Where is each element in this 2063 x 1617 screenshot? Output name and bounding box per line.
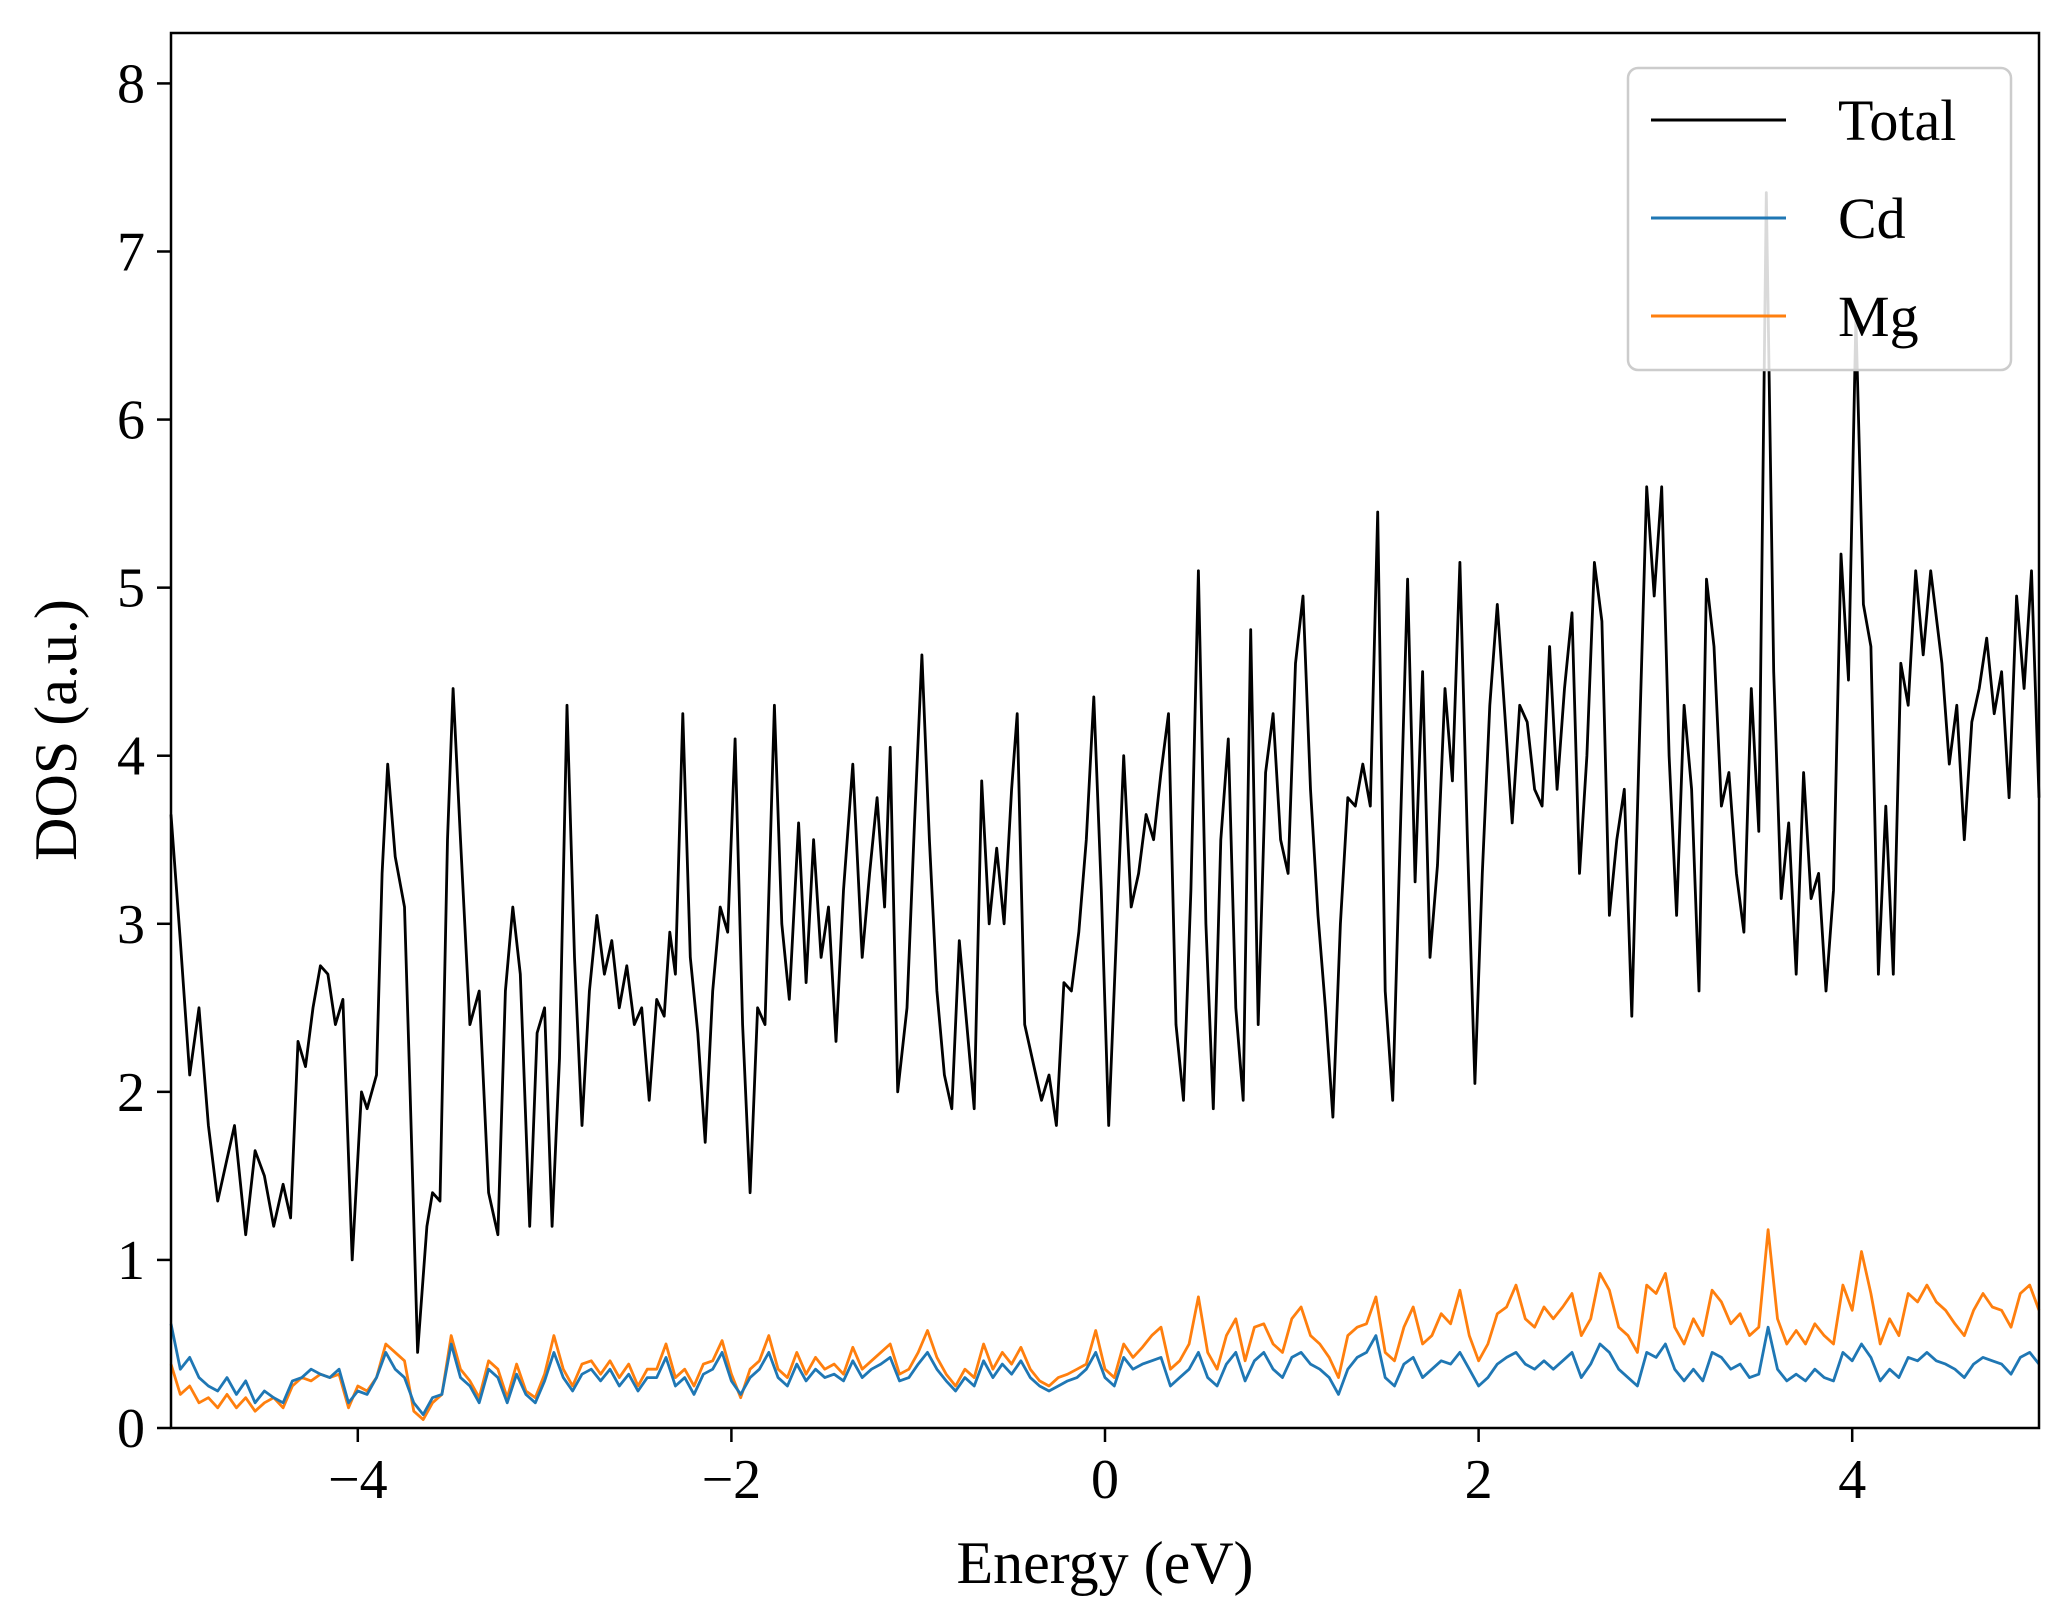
series-line-mg	[169, 1228, 2041, 1421]
y-tick-label: 1	[117, 1230, 145, 1292]
x-tick-label: 2	[1465, 1449, 1493, 1511]
y-tick-label: 7	[117, 221, 145, 283]
series-line-total	[169, 191, 2041, 1354]
legend-label-total: Total	[1838, 88, 1956, 153]
legend: Total Cd Mg	[1626, 66, 2013, 372]
x-tick-label: −2	[702, 1449, 762, 1511]
y-tick-label: 3	[117, 894, 145, 956]
ticks-layer: −4 −2 0 2 4 0 1 2 3 4 5 6 7 8	[117, 53, 1866, 1511]
y-tick-label: 8	[117, 53, 145, 115]
series-line-cd	[169, 1323, 2041, 1416]
series-layer	[169, 191, 2041, 1421]
legend-box	[1626, 66, 2013, 372]
x-tick-label: 4	[1838, 1449, 1866, 1511]
legend-label-mg: Mg	[1838, 284, 1919, 349]
y-tick-label: 4	[117, 726, 145, 788]
y-tick-label: 2	[117, 1062, 145, 1124]
legend-label-cd: Cd	[1838, 186, 1906, 251]
x-tick-label: 0	[1091, 1449, 1119, 1511]
legend-entries: Total Cd Mg	[1651, 88, 1956, 349]
y-axis-label: DOS (a.u.)	[23, 599, 89, 861]
y-tick-label: 5	[117, 558, 145, 620]
x-axis-label: Energy (eV)	[956, 1530, 1253, 1596]
y-tick-label: 6	[117, 390, 145, 452]
y-tick-label: 0	[117, 1398, 145, 1460]
x-tick-label: −4	[328, 1449, 388, 1511]
